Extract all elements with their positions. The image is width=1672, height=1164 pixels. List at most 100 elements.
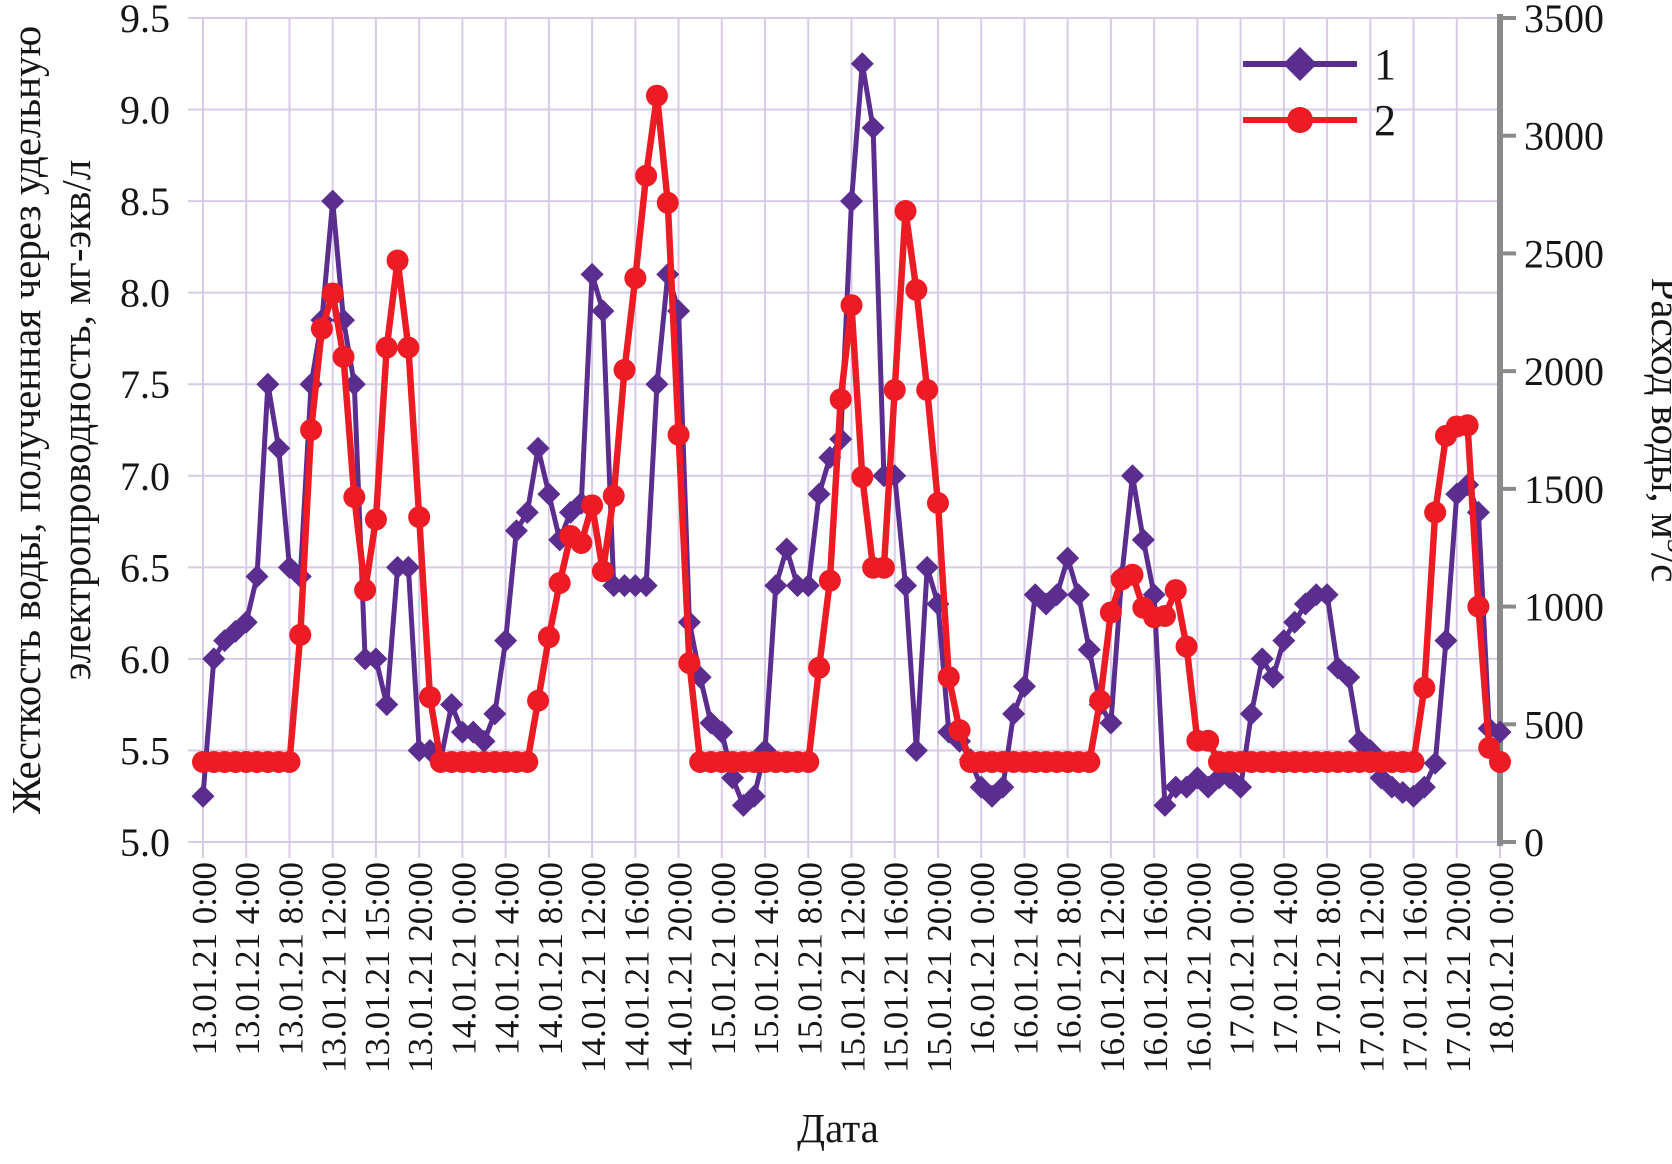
y-left-tick-label: 9.5: [120, 0, 170, 41]
series-1-marker: [267, 436, 291, 460]
series-2-marker: [851, 466, 874, 489]
series-1-marker: [191, 784, 215, 808]
series-1-marker: [1272, 629, 1296, 653]
series-1-marker: [645, 372, 669, 396]
series-1-marker: [1056, 546, 1080, 570]
series-1-marker: [375, 693, 399, 717]
y-right-tick-label: 2000: [1524, 349, 1604, 394]
series-2-marker: [386, 249, 409, 272]
series-2-marker: [408, 506, 431, 529]
series-1-marker: [1250, 647, 1274, 671]
series-2-marker: [1402, 750, 1425, 773]
series-1-marker: [245, 564, 269, 588]
series-2-marker: [397, 336, 420, 359]
series-2-marker: [624, 267, 647, 290]
y-left-tick-label: 5.0: [120, 820, 170, 865]
x-tick-label: 15.01.21 4:00: [747, 862, 786, 1055]
series-2-marker: [1089, 689, 1112, 712]
x-tick-label: 14.01.21 8:00: [531, 862, 570, 1055]
series-2-marker: [829, 388, 852, 411]
series-2-marker: [667, 423, 690, 446]
x-tick-label: 15.01.21 16:00: [877, 862, 916, 1073]
x-tick-label: 13.01.21 4:00: [228, 862, 267, 1055]
series-2-marker: [321, 282, 344, 305]
series-1-marker: [1315, 583, 1339, 607]
series-1-marker: [1045, 583, 1069, 607]
series-2-marker: [1153, 604, 1176, 627]
series-2-marker: [937, 666, 960, 689]
series-1-marker: [1099, 711, 1123, 735]
series-2-marker: [808, 656, 831, 679]
series-1-marker: [364, 647, 388, 671]
series-2-marker: [905, 278, 928, 301]
series-2-marker: [1456, 414, 1479, 437]
series-1-marker: [1337, 665, 1361, 689]
series-2-marker: [1424, 501, 1447, 524]
series-1-marker: [634, 574, 658, 598]
series-2-marker: [1197, 729, 1220, 752]
series-2-marker: [537, 626, 560, 649]
x-tick-label: 16.01.21 12:00: [1093, 862, 1132, 1073]
series-1-marker: [796, 574, 820, 598]
x-tick-label: 13.01.21 12:00: [315, 862, 354, 1073]
series-1-marker: [558, 500, 582, 524]
y-right-tick-label: 3500: [1524, 0, 1604, 41]
series-1-marker: [472, 729, 496, 753]
y-right-tick-label: 2500: [1524, 231, 1604, 276]
legend-label-series2: 2: [1374, 96, 1396, 145]
series-2-marker: [602, 484, 625, 507]
series-2-marker: [570, 532, 593, 555]
x-tick-label: 16.01.21 8:00: [1050, 862, 1089, 1055]
series-2-marker: [375, 336, 398, 359]
y-left-tick-label: 5.5: [120, 728, 170, 773]
series-1-marker: [1488, 720, 1512, 744]
y-left-tick-label: 8.5: [120, 179, 170, 224]
series-1-marker: [1131, 528, 1155, 552]
series-2-marker: [645, 84, 668, 107]
series-1-marker: [1229, 775, 1253, 799]
series-2-marker: [300, 419, 323, 441]
series-2-marker: [516, 750, 539, 773]
x-tick-label: 14.01.21 20:00: [661, 862, 700, 1073]
x-tick-label: 16.01.21 16:00: [1136, 862, 1175, 1073]
series-1-marker: [526, 436, 550, 460]
x-tick-label: 18.01.21 0:00: [1482, 862, 1521, 1055]
series-1-marker: [504, 519, 528, 543]
series-2-marker: [310, 317, 333, 340]
series-1-marker: [1153, 793, 1177, 817]
tick-labels: 5.0 5.5 6.0 6.5 7.0 7.5 8.0 8.5 9.0 9.5 13.01.21 0…: [120, 0, 1604, 1073]
series-1-marker: [915, 555, 939, 579]
y-left-tick-label: 6.0: [120, 637, 170, 682]
series-2-marker: [332, 346, 355, 369]
series-2-marker: [1121, 563, 1144, 586]
series-1-marker: [483, 702, 507, 726]
series-1-marker: [396, 555, 420, 579]
series-2-marker: [656, 191, 679, 214]
series-1-marker: [1423, 751, 1447, 775]
series-2-marker: [840, 294, 863, 317]
x-tick-label: 13.01.21 20:00: [401, 862, 440, 1073]
y-left-tick-label: 9.0: [120, 88, 170, 133]
series-1-marker: [850, 52, 874, 76]
x-tick-label: 17.01.21 0:00: [1223, 862, 1262, 1055]
series-1-marker: [710, 720, 734, 744]
legend-item-1: 1: [1243, 40, 1396, 89]
series-1-marker: [1066, 583, 1090, 607]
series-2-marker: [797, 750, 820, 773]
x-tick-label: 15.01.21 8:00: [790, 862, 829, 1055]
x-axis-title: Дата: [797, 1105, 879, 1151]
series-1-marker: [321, 189, 345, 213]
series-1-marker: [894, 574, 918, 598]
series-2-marker: [1413, 676, 1436, 699]
y-left-tick-label: 7.0: [120, 454, 170, 499]
x-tick-label: 16.01.21 20:00: [1179, 862, 1218, 1073]
series-2-marker: [1099, 601, 1122, 624]
legend: 1 2: [1243, 40, 1396, 145]
y-right-tick-label: 500: [1524, 702, 1584, 747]
series-1-marker: [1239, 702, 1263, 726]
series-1-marker: [515, 500, 539, 524]
y-left-tick-label: 8.0: [120, 271, 170, 316]
series-1-marker: [807, 482, 831, 506]
x-tick-label: 15.01.21 20:00: [920, 862, 959, 1073]
series-1-marker: [742, 784, 766, 808]
